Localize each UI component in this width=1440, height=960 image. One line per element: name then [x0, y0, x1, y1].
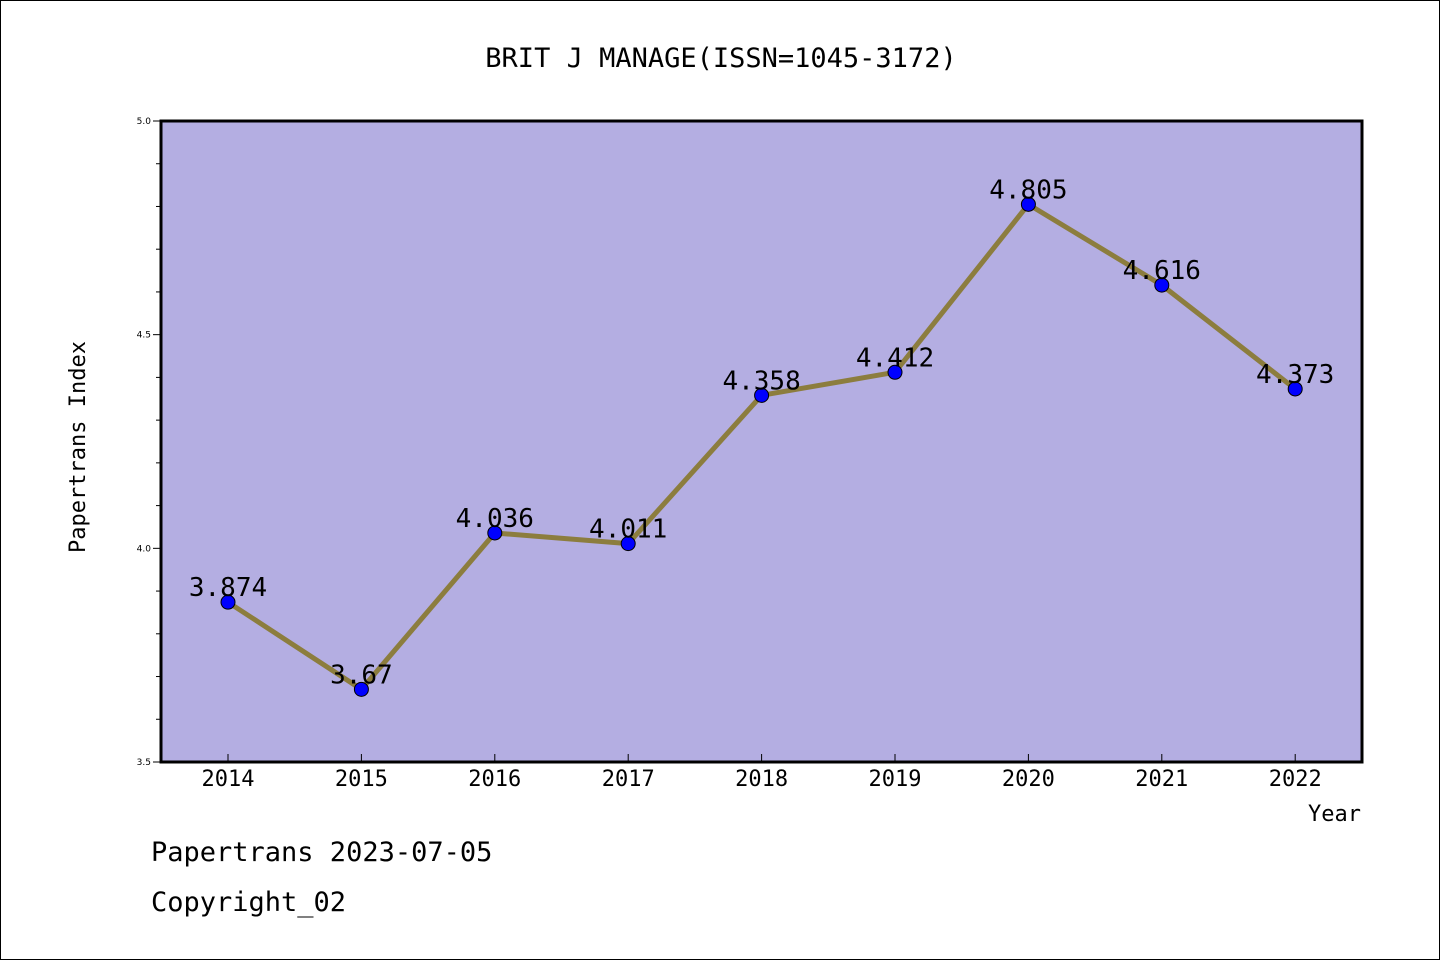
- y-tick-label: 5.0: [137, 117, 152, 127]
- data-point[interactable]: [1154, 277, 1170, 293]
- plot-area: 3.5 4.0 4.5 5.0 2014 2015 2016 2017 2018 2019 2020…: [137, 117, 1364, 792]
- data-label: 4.358: [722, 366, 800, 396]
- x-tick-label: 2016: [468, 767, 521, 792]
- data-point[interactable]: [487, 525, 503, 541]
- plot-background: [159, 119, 1364, 764]
- data-point[interactable]: [1287, 381, 1303, 397]
- y-tick-label: 3.5: [137, 758, 151, 768]
- footer-date-text: Papertrans 2023-07-05: [151, 837, 493, 868]
- x-tick-label: 2014: [202, 767, 255, 792]
- data-point[interactable]: [620, 536, 636, 552]
- data-label: 4.036: [456, 504, 534, 534]
- chart-title: BRIT J MANAGE(ISSN=1045-3172): [485, 43, 956, 74]
- data-label: 4.373: [1256, 360, 1334, 390]
- y-tick-label: 4.0: [137, 544, 152, 554]
- footer-copyright-text: Copyright_02: [151, 887, 347, 918]
- data-point[interactable]: [754, 387, 770, 403]
- x-tick-label: 2015: [335, 767, 388, 792]
- data-label: 3.874: [189, 573, 267, 603]
- x-tick-label: 2019: [869, 767, 922, 792]
- data-label: 3.67: [330, 660, 393, 690]
- y-tick-label: 4.5: [137, 331, 151, 341]
- data-label: 4.412: [856, 343, 934, 373]
- x-axis-title: Year: [1308, 802, 1361, 827]
- data-point[interactable]: [1020, 196, 1036, 212]
- x-tick-label: 2020: [1002, 767, 1055, 792]
- data-point[interactable]: [887, 364, 903, 380]
- x-tick-label: 2017: [602, 767, 655, 792]
- x-tick-label: 2021: [1135, 767, 1188, 792]
- data-point[interactable]: [220, 594, 236, 610]
- data-label: 4.805: [989, 175, 1067, 205]
- data-point[interactable]: [353, 681, 369, 697]
- y-axis-title: Papertrans Index: [66, 341, 91, 553]
- data-label: 4.011: [589, 515, 667, 545]
- x-tick-label: 2022: [1269, 767, 1322, 792]
- x-tick-label: 2018: [735, 767, 788, 792]
- data-label: 4.616: [1123, 256, 1201, 286]
